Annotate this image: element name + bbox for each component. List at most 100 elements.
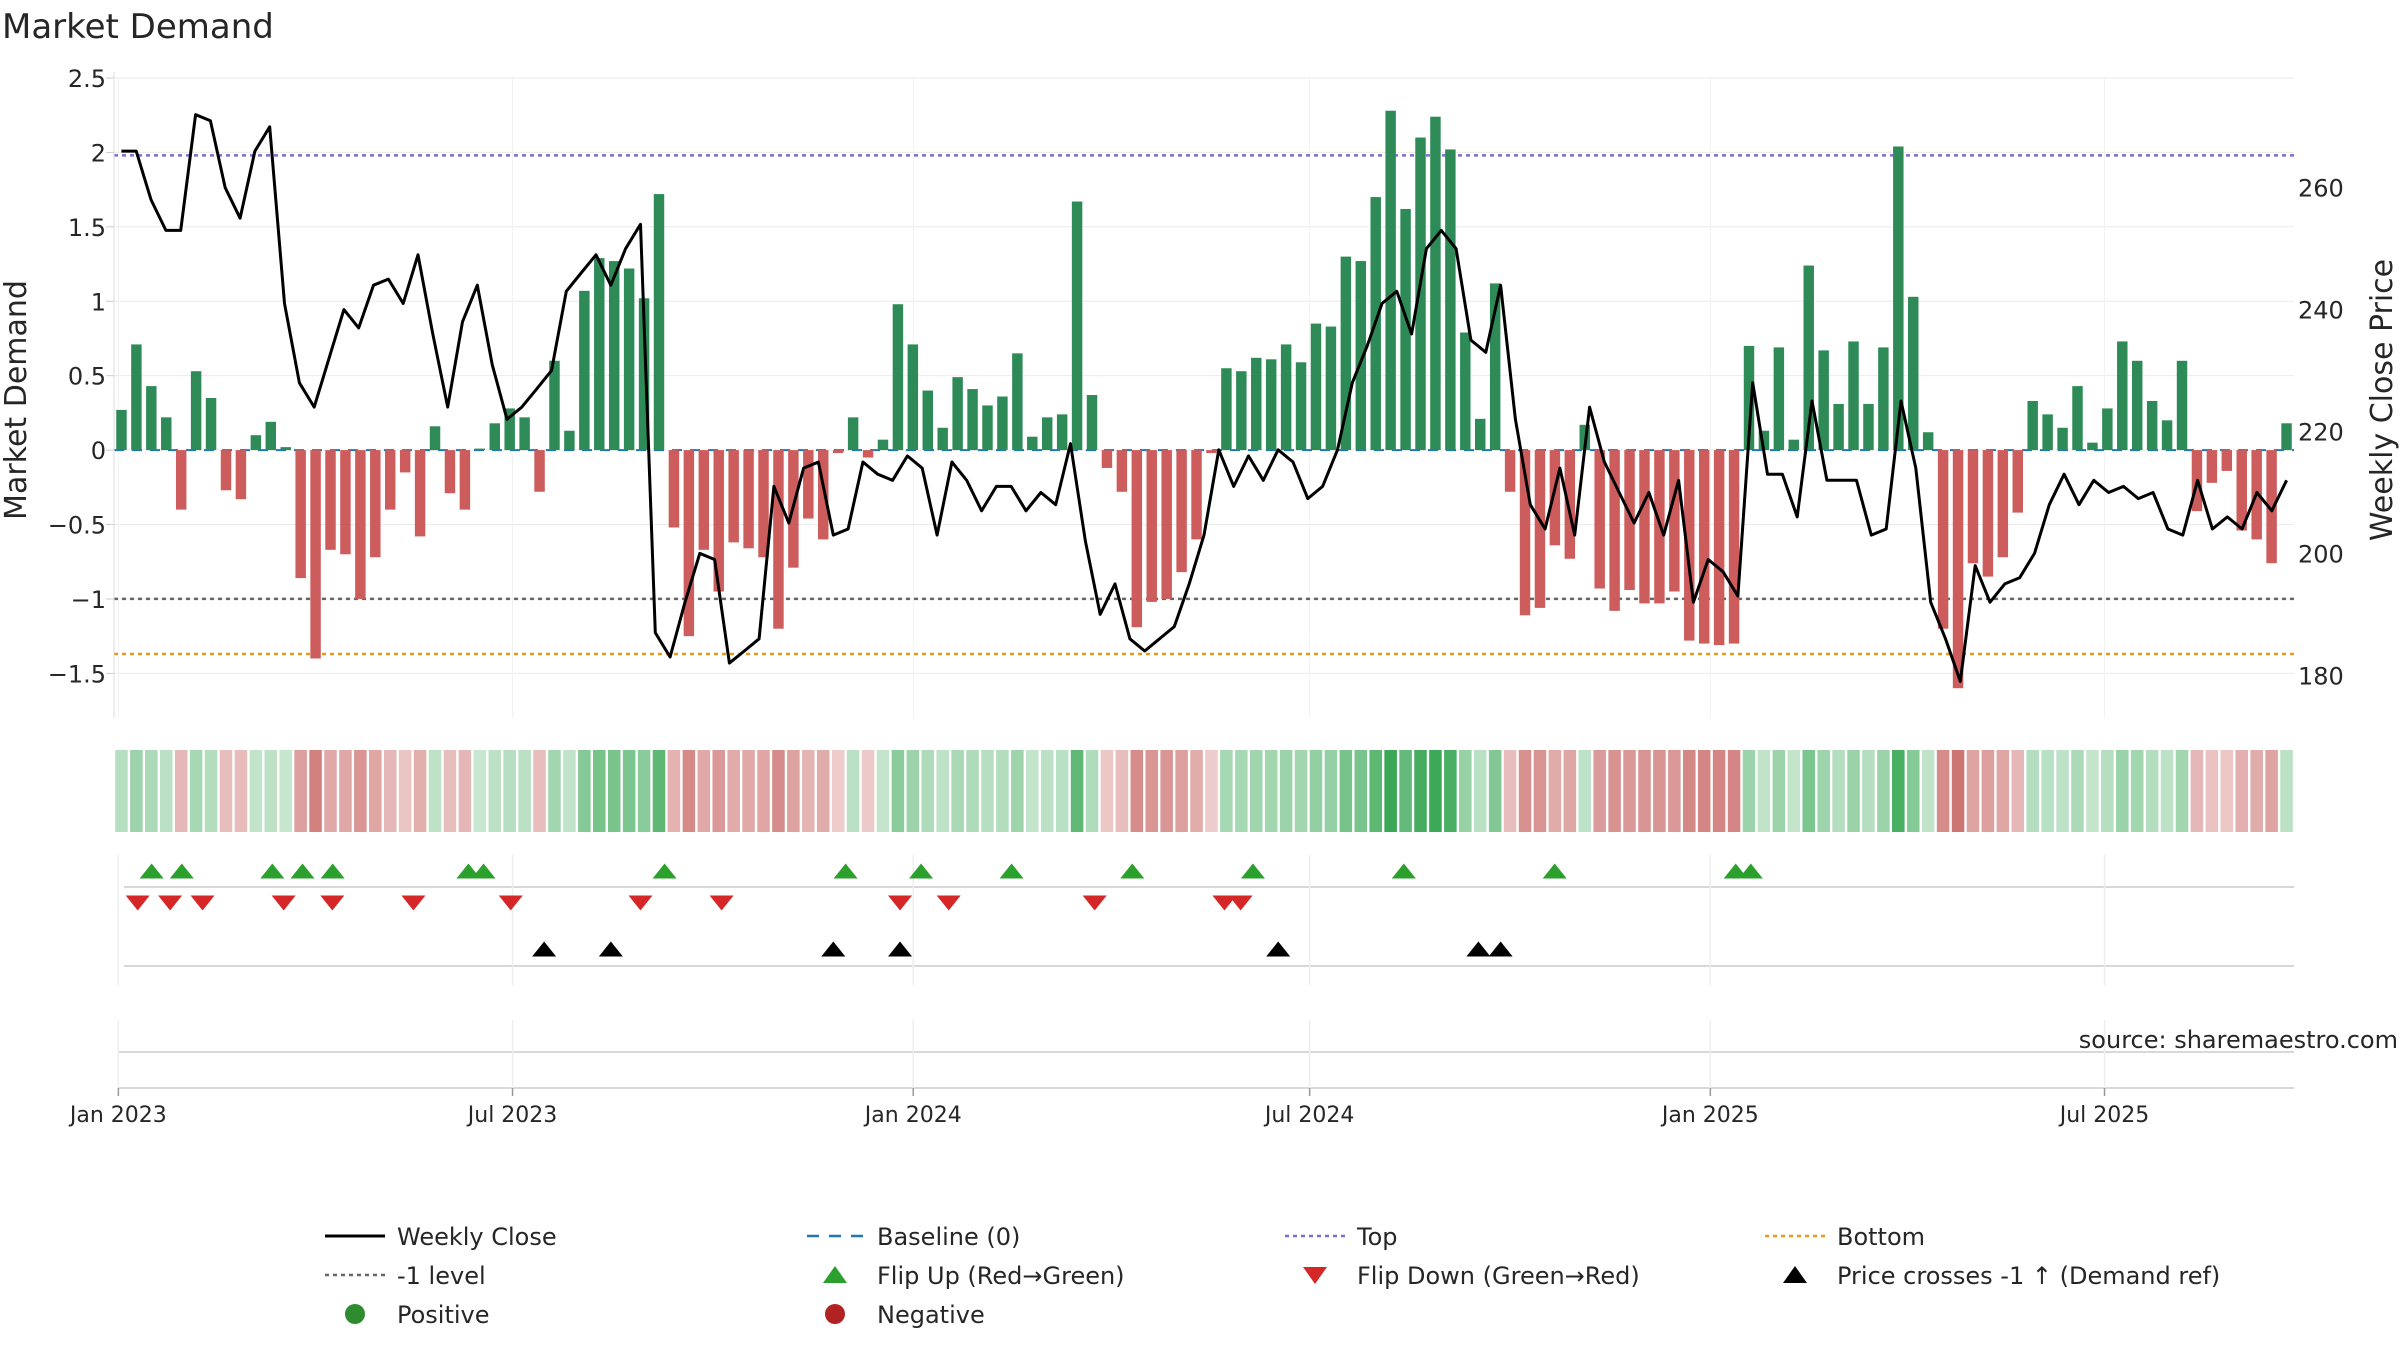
demand-bar (1952, 450, 1964, 689)
heat-cell (145, 750, 158, 832)
demand-bar (1460, 332, 1471, 451)
demand-bar (937, 427, 948, 451)
heat-cell (1906, 750, 1920, 832)
heat-cell (398, 750, 412, 832)
demand-bar (1997, 450, 2009, 558)
heat-cell (204, 750, 218, 832)
demand-bar (1728, 450, 1740, 644)
demand-bar (399, 450, 411, 473)
heat-cell (383, 750, 397, 832)
demand-bar (847, 417, 859, 451)
heat-cell (936, 750, 949, 832)
demand-bar (1176, 450, 1187, 573)
heat-cell (831, 750, 845, 832)
y-tick-label-right: 200 (2298, 540, 2344, 568)
heat-cell (622, 750, 636, 832)
demand-bar (429, 426, 441, 451)
price-cross-marker (821, 941, 846, 957)
heat-cell (1026, 750, 1039, 832)
demand-bar (2146, 400, 2158, 451)
heat-cell (876, 750, 890, 832)
heat-cell (518, 750, 531, 832)
demand-bar (668, 450, 680, 528)
demand-bar (2221, 450, 2233, 471)
demand-bar (623, 268, 635, 451)
heat-cell (234, 750, 248, 832)
price-series (121, 113, 2288, 683)
heat-cell (846, 750, 860, 832)
legend-label: Flip Up (Red→Green) (877, 1262, 1125, 1290)
heat-cell (951, 750, 964, 832)
legend-label: Baseline (0) (877, 1223, 1020, 1251)
demand-bar (1669, 450, 1680, 592)
heat-cell (906, 750, 920, 832)
demand-bar (564, 430, 575, 451)
demand-bar (967, 389, 978, 451)
demand-bars (116, 110, 2292, 689)
demand-bar (1027, 436, 1038, 451)
flip-down-marker (936, 895, 961, 911)
flip-down-marker (888, 895, 913, 911)
heat-cell (1235, 750, 1248, 832)
demand-bar (1504, 450, 1516, 492)
demand-bar (877, 439, 889, 451)
demand-bar (1131, 450, 1143, 628)
flip-down-marker (125, 895, 150, 911)
heat-cell (1593, 750, 1606, 832)
demand-bar (295, 450, 306, 579)
demand-bar (1848, 341, 1859, 451)
legend-swatch-circle (345, 1304, 365, 1324)
heat-cell (1668, 750, 1681, 832)
heat-cell (2011, 750, 2025, 832)
demand-bar (1684, 450, 1695, 641)
heat-cell (503, 750, 516, 832)
flip-up-marker (139, 863, 164, 879)
demand-bar (1922, 432, 1934, 451)
demand-bar (1385, 110, 1396, 451)
demand-bar (758, 450, 769, 558)
demand-bar (1325, 326, 1337, 451)
demand-bar (892, 304, 904, 451)
heat-cell (1160, 750, 1173, 832)
heat-cell (458, 750, 472, 832)
demand-bar (2266, 450, 2277, 564)
heat-cell (1369, 750, 1382, 832)
demand-bar (2087, 442, 2098, 451)
heat-cell (1787, 750, 1801, 832)
heat-cell (2265, 750, 2278, 832)
heat-cell (1533, 750, 1547, 832)
heat-cell (1264, 750, 1278, 832)
heat-cell (757, 750, 770, 832)
demand-bar (1445, 149, 1456, 451)
demand-bar (773, 450, 784, 629)
source-note: source: sharemaestro.com (2079, 1026, 2398, 1054)
demand-bar (2281, 423, 2292, 451)
flip-up-marker (999, 863, 1024, 879)
flip-up-marker (169, 863, 194, 879)
demand-bar (2176, 360, 2188, 451)
heat-cell (1578, 750, 1592, 832)
demand-bar (205, 398, 217, 451)
price-cross-marker (1466, 941, 1491, 957)
demand-bar (803, 450, 814, 519)
demand-bar (1041, 417, 1053, 451)
flip-up-marker (1542, 863, 1567, 879)
demand-bar (1071, 201, 1083, 451)
heat-cell (2235, 750, 2249, 832)
demand-bar (862, 450, 874, 458)
demand-bar (1355, 261, 1367, 451)
heat-cell (816, 750, 830, 832)
demand-bar (355, 450, 366, 599)
heat-cell (2145, 750, 2159, 832)
heat-cell (1697, 750, 1711, 832)
demand-bar (1893, 146, 1904, 451)
heat-cell (1085, 750, 1099, 832)
heat-cell (1951, 750, 1965, 832)
heat-cell (1130, 750, 1144, 832)
demand-bar (280, 447, 291, 451)
heat-cell (667, 750, 681, 832)
heat-cell (339, 750, 352, 832)
demand-bar (1146, 450, 1157, 602)
heat-cell (727, 750, 740, 832)
heat-cell (2190, 750, 2204, 832)
